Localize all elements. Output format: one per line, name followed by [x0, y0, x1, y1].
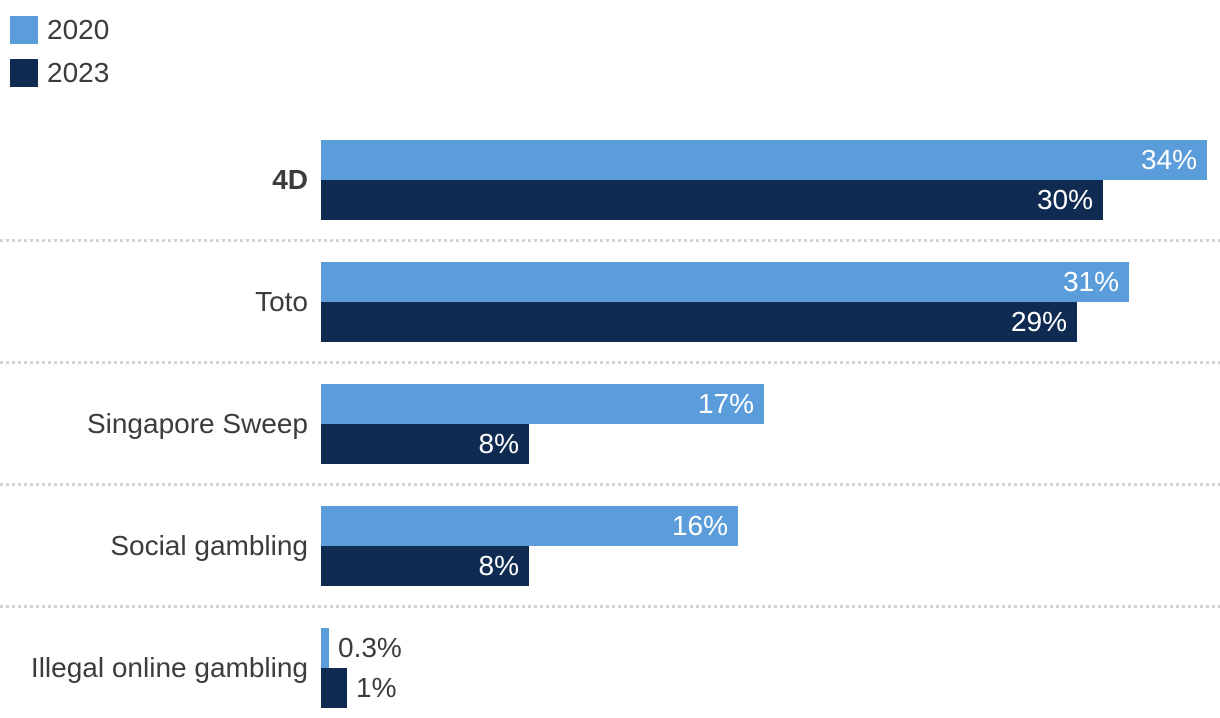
bar-value-label: 0.3%	[338, 632, 402, 663]
bar-value-label: 8%	[478, 550, 519, 581]
legend-label-2020: 2020	[47, 14, 110, 45]
bar-2023-social-gambling: 8%	[321, 546, 529, 586]
bar-2020-illegal-online-gambling	[321, 628, 329, 668]
legend-swatch-2020	[10, 16, 38, 44]
bar-value-label: 16%	[671, 510, 728, 541]
category-label: Social gambling	[110, 530, 308, 561]
category-label: 4D	[272, 164, 308, 195]
bar-2020-social-gambling: 16%	[321, 506, 738, 546]
category-label: Toto	[255, 286, 308, 317]
bar-value-label: 29%	[1010, 306, 1067, 337]
legend: 2020 2023	[10, 16, 109, 102]
bar-2020-toto: 31%	[321, 262, 1129, 302]
bar-2023-toto: 29%	[321, 302, 1077, 342]
legend-item-2020: 2020	[10, 16, 109, 44]
bar-2023-illegal-online-gambling	[321, 668, 347, 708]
bar-2023-4d: 30%	[321, 180, 1103, 220]
legend-label-2023: 2023	[47, 57, 110, 88]
category-label: Singapore Sweep	[86, 408, 308, 439]
bar-value-label: 1%	[356, 672, 397, 703]
bar-value-label: 17%	[697, 388, 754, 419]
row-separator	[0, 361, 1220, 364]
bar-value-label: 34%	[1140, 144, 1197, 175]
bar-value-label: 8%	[478, 428, 519, 459]
bar-2020-4d: 34%	[321, 140, 1207, 180]
category-label: Illegal online gambling	[30, 652, 308, 683]
row-separator	[0, 605, 1220, 608]
legend-swatch-2023	[10, 59, 38, 87]
row-separator	[0, 239, 1220, 242]
bar-value-label: 30%	[1036, 184, 1093, 215]
bar-2020-singapore-sweep: 17%	[321, 384, 764, 424]
bar-value-label: 31%	[1062, 266, 1119, 297]
bar-2023-singapore-sweep: 8%	[321, 424, 529, 464]
legend-item-2023: 2023	[10, 59, 109, 87]
row-separator	[0, 483, 1220, 486]
